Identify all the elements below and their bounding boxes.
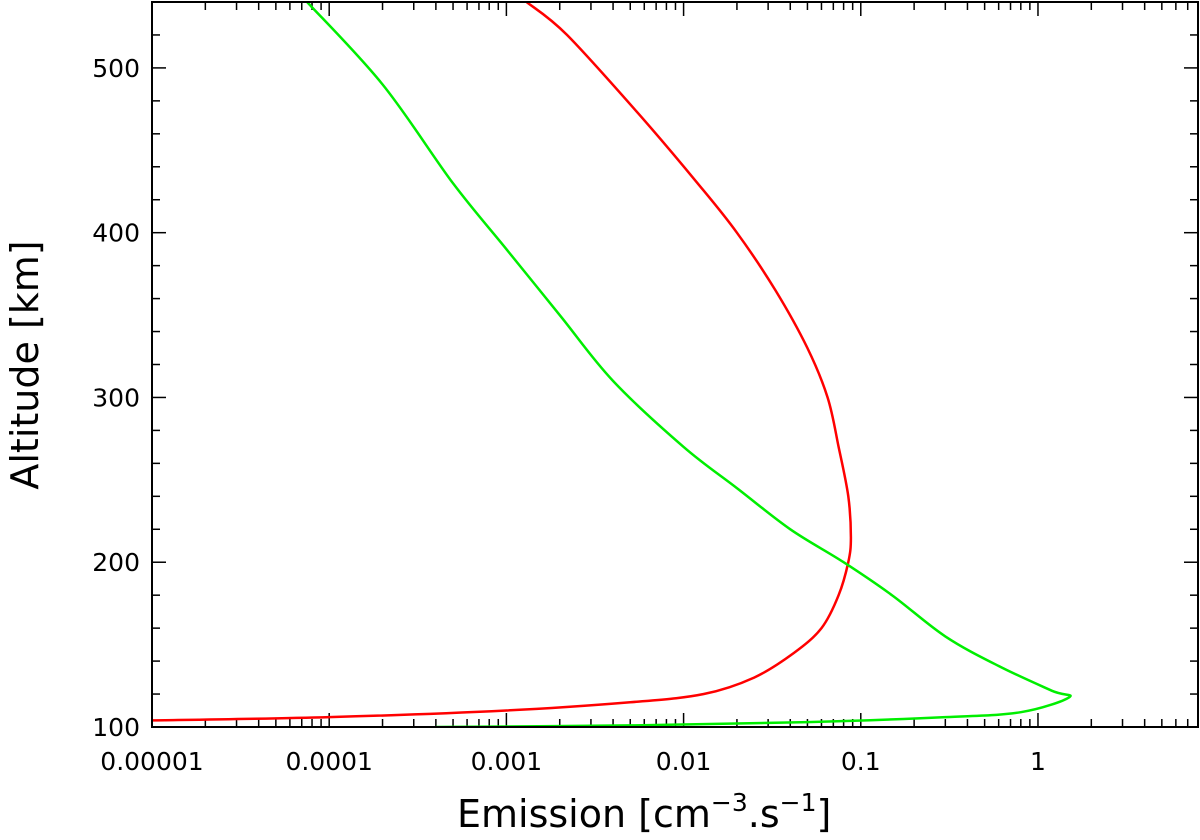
x-tick-label: 0.1	[841, 747, 881, 776]
x-axis-title-mid: .s	[748, 792, 780, 836]
plot-area	[152, 2, 1072, 727]
x-tick-label: 0.00001	[100, 747, 203, 776]
x-tick-label: 0.01	[656, 747, 712, 776]
tick-labels: 0.00001 0.0001 0.001 0.01 0.1 1 100 200 300 400 50…	[92, 54, 1046, 776]
x-axis-title-exp2: −1	[780, 788, 817, 817]
y-tick-label: 500	[92, 54, 140, 83]
x-axis-title-base: Emission [cm	[457, 792, 711, 836]
x-tick-label: 0.001	[471, 747, 543, 776]
x-axis-title-end: ]	[817, 792, 832, 836]
x-tick-label: 1	[1030, 747, 1046, 776]
green-emission-curve	[306, 2, 1072, 727]
y-tick-label: 400	[92, 219, 140, 248]
x-axis-title-exp1: −3	[711, 788, 748, 817]
y-tick-label: 100	[92, 713, 140, 742]
axis-ticks	[151, 1, 1199, 728]
y-tick-label: 300	[92, 383, 140, 412]
red-emission-curve	[152, 2, 853, 722]
y-axis-title: Altitude [km]	[3, 240, 47, 489]
plot-frame	[151, 1, 1199, 728]
y-tick-label: 200	[92, 548, 140, 577]
x-axis-title: Emission [cm−3.s−1]	[457, 788, 831, 836]
x-tick-label: 0.0001	[285, 747, 372, 776]
